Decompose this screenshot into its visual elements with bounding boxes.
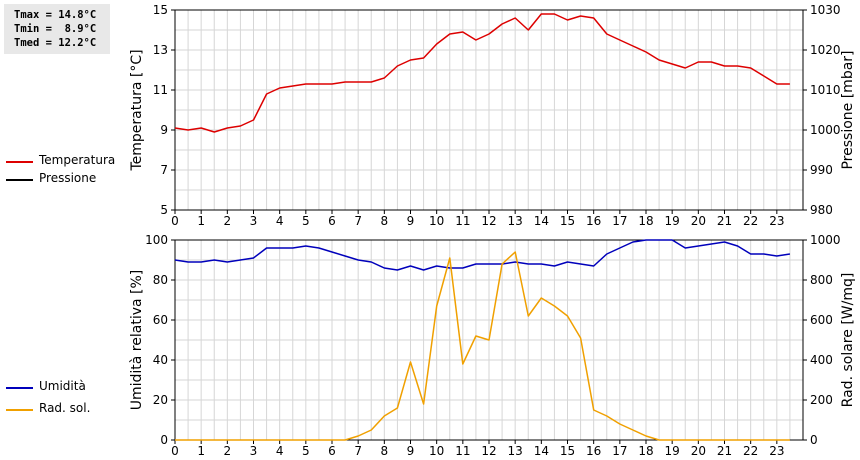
chart-bottom-series-rad-sol — [175, 251, 790, 441]
chart-bottom-y2-tick-label: 800 — [810, 273, 833, 287]
chart-bottom-y-tick-label: 0 — [160, 433, 168, 447]
chart-top-x-tick-label: 6 — [328, 214, 336, 228]
chart-top-y2label: Pressione [mbar] — [840, 50, 856, 169]
chart-bottom-y-tick-label: 60 — [153, 313, 168, 327]
chart-top-group: 0 1 2 3 4 5 6 7 8 9 10 11 12 13 14 15 16 17 18 19 20 21 22 2357… — [129, 3, 856, 228]
chart-top-x-tick-label: 20 — [691, 214, 706, 228]
chart-top-y-tick-label: 7 — [160, 163, 168, 177]
legend-item-rad-sol: Rad. sol. — [6, 401, 126, 419]
chart-bottom-x-tick-label: 12 — [481, 444, 496, 458]
chart-bottom-y2-tick-label: 600 — [810, 313, 833, 327]
legend-swatch-temperatura — [6, 161, 33, 163]
chart-top-x-tick-label: 21 — [717, 214, 732, 228]
chart-bottom-x-tick-label: 15 — [560, 444, 575, 458]
chart-top-x-tick-label: 15 — [560, 214, 575, 228]
legend-item-umidita: Umidità — [6, 379, 126, 397]
chart-bottom-x-tick-label: 22 — [743, 444, 758, 458]
chart-top-x-tick-label: 11 — [455, 214, 470, 228]
stat-tmed: Tmed = 12.2°C — [14, 37, 97, 49]
chart-bottom-x-tick-label: 23 — [769, 444, 784, 458]
chart-top-x-tick-label: 8 — [381, 214, 389, 228]
chart-top-x-tick-label: 16 — [586, 214, 601, 228]
chart-bottom-x-tick-label: 4 — [276, 444, 284, 458]
chart-top-x-tick-label: 19 — [665, 214, 680, 228]
chart-top-x-tick-label: 10 — [429, 214, 444, 228]
chart-top-y2-tick-label: 1030 — [810, 3, 841, 17]
legend-swatch-pressione — [6, 179, 33, 181]
chart-top-x-tick-label: 7 — [354, 214, 362, 228]
chart-bottom-group: 0 1 2 3 4 5 6 7 8 9 10 11 12 13 14 15 16 17 18 19 20 21 22 2302… — [129, 233, 856, 458]
chart-top-x-tick-label: 9 — [407, 214, 415, 228]
legend-item-pressione: Pressione — [6, 171, 126, 189]
chart-bottom-ylabel: Umidità relativa [%] — [129, 270, 145, 411]
chart-top-x-tick-label: 12 — [481, 214, 496, 228]
chart-top-y-tick-label: 15 — [153, 3, 168, 17]
chart-top-x-tick-label: 4 — [276, 214, 284, 228]
chart-top-x-tick-label: 3 — [250, 214, 258, 228]
chart-bottom-y2-tick-label: 1000 — [810, 233, 841, 247]
chart-bottom-y-tick-label: 80 — [153, 273, 168, 287]
chart-bottom-x-tick-label: 1 — [197, 444, 205, 458]
chart-top-x-tick-label: 17 — [612, 214, 627, 228]
chart-bottom-series-umidit — [174, 239, 791, 271]
chart-top-x-tick-label: 23 — [769, 214, 784, 228]
chart-bottom-x-tick-label: 3 — [250, 444, 258, 458]
chart-bottom-y2-tick-label: 200 — [810, 393, 833, 407]
chart-bottom-x-tick-label: 17 — [612, 444, 627, 458]
chart-top-x-tick-label: 18 — [638, 214, 653, 228]
chart-bottom-x-tick-label: 16 — [586, 444, 601, 458]
chart-top-x-tick-label: 5 — [302, 214, 310, 228]
chart-bottom-y-tick-label: 100 — [145, 233, 168, 247]
chart-bottom-x-tick-label: 10 — [429, 444, 444, 458]
chart-bottom-x-tick-label: 5 — [302, 444, 310, 458]
chart-bottom-x-tick-label: 14 — [534, 444, 549, 458]
chart-top-y-tick-label: 11 — [153, 83, 168, 97]
stats-box: Tmax = 14.8°C Tmin = 8.9°C Tmed = 12.2°C — [4, 4, 110, 54]
chart-top-y2-tick-label: 1000 — [810, 123, 841, 137]
chart-top-x-tick-label: 0 — [171, 214, 179, 228]
chart-bottom-x-tick-label: 9 — [407, 444, 415, 458]
stat-tmin: Tmin = 8.9°C — [14, 23, 97, 35]
chart-top-y2-tick-label: 1010 — [810, 83, 841, 97]
chart-top-y-tick-label: 13 — [153, 43, 168, 57]
chart-bottom-x-tick-label: 2 — [224, 444, 232, 458]
chart-top-x-tick-label: 2 — [224, 214, 232, 228]
chart-bottom-x-tick-label: 8 — [381, 444, 389, 458]
chart-bottom-y2label: Rad. solare [W/mq] — [840, 273, 856, 408]
chart-bottom-y-tick-label: 40 — [153, 353, 168, 367]
chart-bottom-x-tick-label: 0 — [171, 444, 179, 458]
chart-top-x-tick-label: 13 — [508, 214, 523, 228]
chart-bottom-x-tick-label: 6 — [328, 444, 336, 458]
chart-bottom-x-tick-label: 7 — [354, 444, 362, 458]
legend-label-pressione: Pressione — [39, 171, 97, 185]
chart-top-y2-tick-label: 980 — [810, 203, 833, 217]
chart-top-series-temperatura — [174, 13, 790, 133]
chart-top-y-tick-label: 5 — [160, 203, 168, 217]
chart-bottom-x-tick-label: 21 — [717, 444, 732, 458]
chart-top-x-tick-label: 22 — [743, 214, 758, 228]
legend-label-temperatura: Temperatura — [39, 153, 116, 167]
chart-top-y-tick-label: 9 — [160, 123, 168, 137]
legend-swatch-umidita — [6, 387, 33, 389]
legend-label-rad-sol: Rad. sol. — [39, 401, 91, 415]
chart-top-ylabel: Temperatura [°C] — [129, 49, 145, 171]
stat-tmax: Tmax = 14.8°C — [14, 9, 97, 21]
chart-bottom-y-tick-label: 20 — [153, 393, 168, 407]
legend-item-temperatura: Temperatura — [6, 153, 126, 171]
chart-bottom-x-tick-label: 18 — [638, 444, 653, 458]
chart-bottom-x-tick-label: 11 — [455, 444, 470, 458]
chart-bottom-y2-tick-label: 400 — [810, 353, 833, 367]
chart-bottom-x-tick-label: 13 — [508, 444, 523, 458]
chart-top-x-tick-label: 1 — [197, 214, 205, 228]
chart-bottom-x-tick-label: 19 — [665, 444, 680, 458]
legend-label-umidita: Umidità — [39, 379, 86, 393]
chart-top-y2-tick-label: 1020 — [810, 43, 841, 57]
chart-top-x-tick-label: 14 — [534, 214, 549, 228]
chart-bottom-x-tick-label: 20 — [691, 444, 706, 458]
chart-top-y2-tick-label: 990 — [810, 163, 833, 177]
legend-swatch-rad-sol — [6, 409, 33, 411]
chart-bottom-y2-tick-label: 0 — [810, 433, 818, 447]
